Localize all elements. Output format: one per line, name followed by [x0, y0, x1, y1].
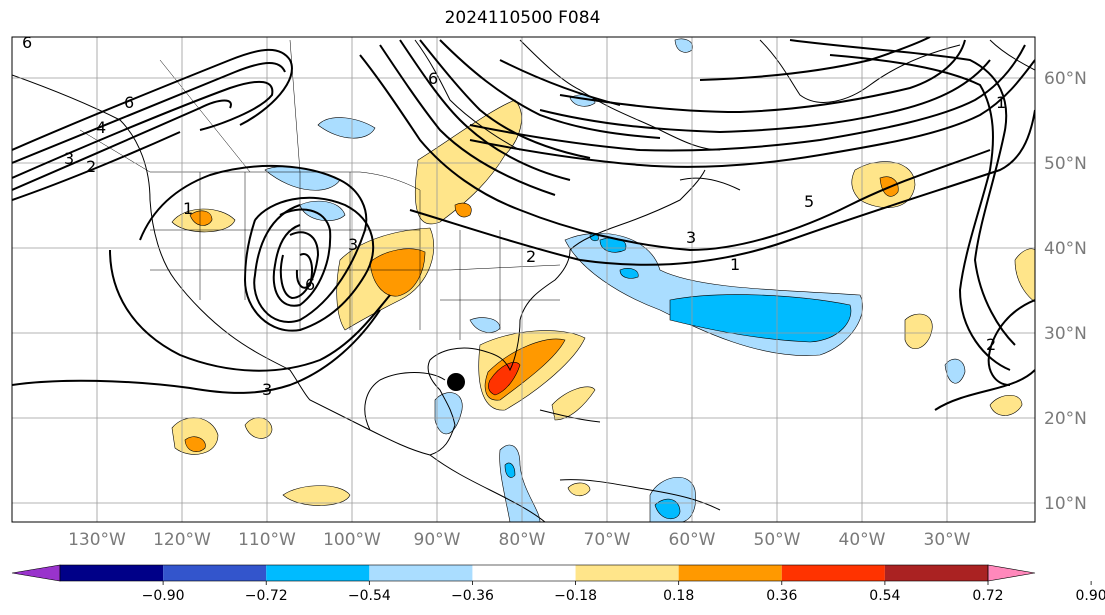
lat-label: 60°N: [1044, 69, 1087, 89]
colorbar-tick-label: 0.54: [869, 588, 900, 604]
contour-label: 6: [124, 93, 134, 112]
lat-label: 30°N: [1044, 324, 1087, 344]
lon-label: 130°W: [68, 530, 126, 550]
colorbar-segment: [575, 565, 679, 581]
contour-label: 2: [526, 247, 536, 266]
colorbar-segment: [678, 565, 782, 581]
contour-label: 3: [262, 380, 272, 399]
colorbar-tick-label: −0.36: [451, 588, 494, 604]
colorbar-tick-label: −0.54: [348, 588, 391, 604]
lon-label: 30°W: [924, 530, 971, 550]
lon-label: 70°W: [584, 530, 631, 550]
contour-label: 1: [996, 93, 1006, 112]
contour-label: 6: [22, 33, 32, 52]
colorbar-tick-label: 0.18: [663, 588, 694, 604]
colorbar: −0.90 −0.72 −0.54 −0.36 −0.18 0.18 0.36 0.54 0.7…: [11, 564, 1105, 604]
contour-label: 1: [730, 255, 740, 274]
contour-label: 5: [804, 192, 814, 211]
contour-lines: [12, 37, 1035, 411]
graticule: [12, 37, 1035, 522]
map-title: 2024110500 F084: [444, 8, 601, 28]
colorbar-tick-label: 0.90: [1076, 588, 1105, 604]
colorbar-segment: [266, 565, 370, 581]
colorbar-segment: [163, 565, 267, 581]
contour-label: 3: [686, 228, 696, 247]
contour-label: 6: [305, 275, 315, 294]
colorbar-tick-label: −0.90: [142, 588, 185, 604]
contour-label: 3: [64, 149, 74, 168]
contour-label: 6: [428, 69, 438, 88]
lat-label: 10°N: [1044, 494, 1087, 514]
lon-label: 100°W: [323, 530, 381, 550]
colorbar-extend-high: [987, 564, 1036, 582]
contour-label: 1: [183, 199, 193, 218]
colorbar-segment: [472, 565, 576, 581]
colorbar-segment: [884, 565, 988, 581]
lon-label: 90°W: [414, 530, 461, 550]
colorbar-tick-label: −0.72: [245, 588, 288, 604]
lat-label: 50°N: [1044, 154, 1087, 174]
map-frame: [11, 36, 1036, 523]
contour-label: 2: [86, 157, 96, 176]
latitude-labels: 60°N 50°N 40°N 30°N 20°N 10°N: [1044, 69, 1087, 514]
contour-label: 4: [96, 118, 106, 137]
lon-label: 60°W: [669, 530, 716, 550]
storm-center-marker: [447, 373, 465, 391]
lat-label: 40°N: [1044, 239, 1087, 259]
colorbar-segment: [781, 565, 885, 581]
state-borders: [79, 39, 561, 340]
colorbar-segment: [369, 565, 473, 581]
longitude-labels: 130°W 120°W 110°W 100°W 90°W 80°W 70°W 6…: [68, 530, 971, 550]
contour-label: 2: [986, 335, 996, 354]
lon-label: 40°W: [839, 530, 886, 550]
colorbar-segment: [60, 565, 164, 581]
colorbar-tick-label: 0.36: [766, 588, 797, 604]
lon-label: 120°W: [153, 530, 211, 550]
lat-label: 20°N: [1044, 409, 1087, 429]
map-area: 6 6 4 3 2 1 6 3 3 1 5 1 2 2 3 6: [12, 33, 1035, 522]
contour-label-group: 6 6 4 3 2 1 6 3 3 1 5 1 2 2 3 6: [22, 33, 1006, 399]
colorbar-extend-low: [11, 564, 61, 582]
lon-label: 110°W: [238, 530, 296, 550]
lon-label: 80°W: [499, 530, 546, 550]
lon-label: 50°W: [754, 530, 801, 550]
colorbar-outline: [59, 564, 989, 582]
colorbar-tick-label: 0.72: [972, 588, 1003, 604]
colorbar-tick-label: −0.18: [554, 588, 597, 604]
contour-label: 3: [348, 235, 358, 254]
